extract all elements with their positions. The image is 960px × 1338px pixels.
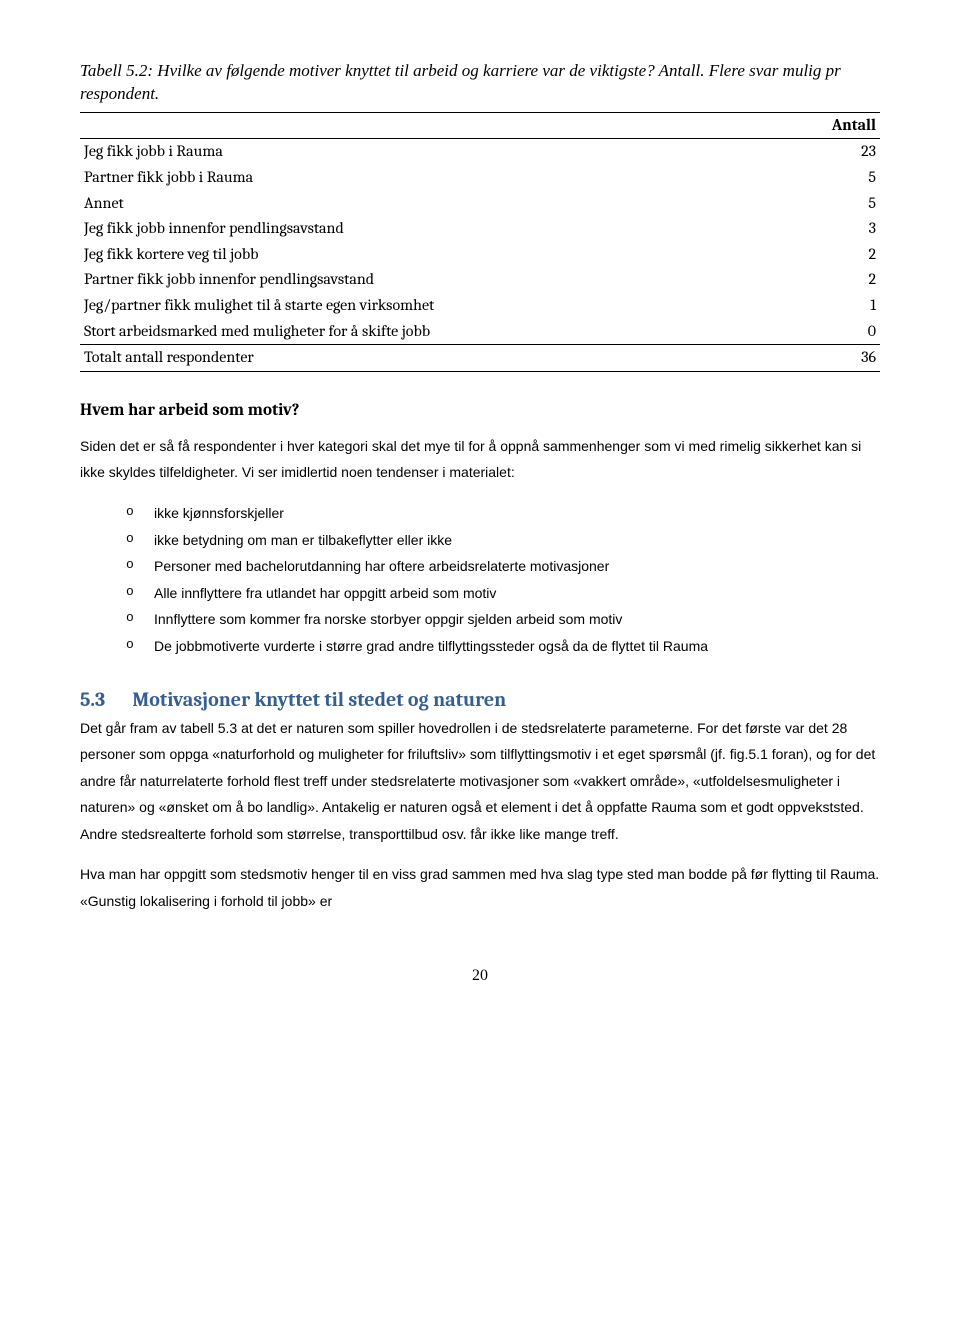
table-row-label: Partner fikk jobb i Rauma xyxy=(80,165,802,191)
table-header-antall: Antall xyxy=(802,112,880,139)
table-row-value: 5 xyxy=(802,191,880,217)
table-row-value: 1 xyxy=(802,293,880,319)
paragraph: Det går fram av tabell 5.3 at det er nat… xyxy=(80,715,880,848)
table-row-label: Jeg fikk jobb i Rauma xyxy=(80,139,802,165)
list-item: De jobbmotiverte vurderte i større grad … xyxy=(126,633,880,660)
table-row-label: Partner fikk jobb innenfor pendlingsavst… xyxy=(80,267,802,293)
table-row-value: 2 xyxy=(802,242,880,268)
section-number: 5.3 xyxy=(80,686,128,713)
table-row-value: 2 xyxy=(802,267,880,293)
list-item: ikke betydning om man er tilbakeflytter … xyxy=(126,527,880,554)
table-row-label: Jeg/partner fikk mulighet til å starte e… xyxy=(80,293,802,319)
section-heading: 5.3 Motivasjoner knyttet til stedet og n… xyxy=(80,686,880,713)
paragraph: Siden det er så få respondenter i hver k… xyxy=(80,433,880,486)
paragraph: Hva man har oppgitt som stedsmotiv henge… xyxy=(80,861,880,914)
table-row-value: 3 xyxy=(802,216,880,242)
page-number: 20 xyxy=(80,965,880,987)
table-row-value: 5 xyxy=(802,165,880,191)
table-row-label: Stort arbeidsmarked med muligheter for å… xyxy=(80,319,802,345)
table-row-label: Jeg fikk kortere veg til jobb xyxy=(80,242,802,268)
table-caption: Tabell 5.2: Hvilke av følgende motiver k… xyxy=(80,60,880,106)
table-total-label: Totalt antall respondenter xyxy=(80,345,802,372)
table-row-value: 0 xyxy=(802,319,880,345)
table-total-value: 36 xyxy=(802,345,880,372)
table-header-empty xyxy=(80,112,802,139)
data-table: Antall Jeg fikk jobb i Rauma 23 Partner … xyxy=(80,112,880,372)
list-item: ikke kjønnsforskjeller xyxy=(126,500,880,527)
section-title-text: Motivasjoner knyttet til stedet og natur… xyxy=(132,688,506,711)
table-row-value: 23 xyxy=(802,139,880,165)
list-item: Personer med bachelorutdanning har ofter… xyxy=(126,553,880,580)
list-item: Innflyttere som kommer fra norske storby… xyxy=(126,606,880,633)
bullet-list: ikke kjønnsforskjeller ikke betydning om… xyxy=(80,500,880,660)
list-item: Alle innflyttere fra utlandet har oppgit… xyxy=(126,580,880,607)
table-row-label: Annet xyxy=(80,191,802,217)
table-row-label: Jeg fikk jobb innenfor pendlingsavstand xyxy=(80,216,802,242)
sub-heading: Hvem har arbeid som motiv? xyxy=(80,400,880,423)
